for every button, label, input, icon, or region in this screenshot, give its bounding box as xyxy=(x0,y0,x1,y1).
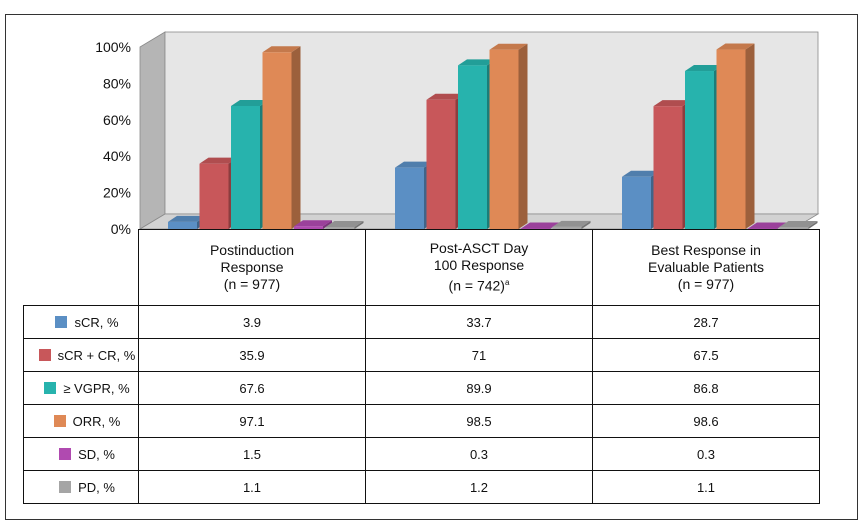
category-label-line: Best Response in xyxy=(651,242,761,258)
bar xyxy=(716,43,755,229)
category-label-line: Response xyxy=(220,259,284,275)
legend-swatch xyxy=(53,414,66,427)
data-label: 1.5 xyxy=(138,437,366,471)
data-label: 1.1 xyxy=(592,470,820,504)
legend-entry: sCR, % xyxy=(23,305,139,339)
y-tick-label: 40% xyxy=(103,148,131,164)
y-tick-label: 60% xyxy=(103,112,131,128)
footnote-marker: a xyxy=(504,278,510,288)
category-header: Best Response in Evaluable Patients (n = 9… xyxy=(592,229,820,306)
data-label: 71 xyxy=(365,338,593,372)
legend-entry: sCR + CR, % xyxy=(23,338,139,372)
data-label: 97.1 xyxy=(138,404,366,438)
table-row: SD, % 1.5 0.3 0.3 xyxy=(23,437,820,471)
legend-entry: ORR, % xyxy=(23,404,139,438)
data-label: 1.2 xyxy=(365,470,593,504)
bar xyxy=(552,220,591,229)
data-label: 67.5 xyxy=(592,338,820,372)
data-label: 0.3 xyxy=(365,437,593,471)
table-header-row: Postinduction Response (n = 977) Post-ASCT … xyxy=(23,229,820,306)
legend-swatch xyxy=(59,480,72,493)
side-wall xyxy=(139,31,166,230)
data-label: 86.8 xyxy=(592,371,820,405)
bar xyxy=(489,43,528,230)
bar xyxy=(294,220,332,229)
category-label-line: (n = 977) xyxy=(223,276,281,292)
legend-entry: ≥ VGPR, % xyxy=(23,371,139,405)
legend-entry: SD, % xyxy=(23,437,139,471)
legend-swatch xyxy=(38,348,51,361)
bar xyxy=(325,220,364,229)
data-label: 35.9 xyxy=(138,338,366,372)
category-label-line: Evaluable Patients xyxy=(648,259,764,275)
y-tick-label: 80% xyxy=(103,75,131,91)
series-name: ORR, % xyxy=(72,413,121,429)
category-label-line: (n = 977) xyxy=(677,276,735,292)
series-name: sCR, % xyxy=(74,314,119,330)
data-label: 28.7 xyxy=(592,305,820,339)
legend-swatch xyxy=(55,315,68,328)
bar xyxy=(779,220,818,229)
data-label: 0.3 xyxy=(592,437,820,471)
data-label: 3.9 xyxy=(138,305,366,339)
series-name: PD, % xyxy=(78,479,115,495)
y-tick-label: 100% xyxy=(95,39,131,55)
category-label-line: Postinduction xyxy=(209,242,295,258)
bar xyxy=(262,46,301,229)
table-corner xyxy=(23,229,139,306)
data-label: 98.6 xyxy=(592,404,820,438)
data-label: 89.9 xyxy=(365,371,593,405)
series-name: ≥ VGPR, % xyxy=(63,380,130,396)
table-row: ≥ VGPR, % 67.6 89.9 86.8 xyxy=(23,371,820,405)
category-label-line: 100 Response xyxy=(433,257,525,274)
y-tick-label: 20% xyxy=(103,185,131,201)
series-name: sCR + CR, % xyxy=(57,347,136,363)
table-row: ORR, % 97.1 98.5 98.6 xyxy=(23,404,820,438)
category-label-line: (n = 742)a xyxy=(448,277,510,294)
category-header: Post-ASCT Day 100 Response (n = 742)a xyxy=(365,229,593,306)
data-label: 1.1 xyxy=(138,470,366,504)
table-row: PD, % 1.1 1.2 1.1 xyxy=(23,470,820,504)
figure-frame xyxy=(5,14,858,520)
category-label-line: Post-ASCT Day xyxy=(429,240,529,257)
legend-entry: PD, % xyxy=(23,470,139,504)
category-header: Postinduction Response (n = 977) xyxy=(138,229,366,306)
table-row: sCR, % 3.9 33.7 28.7 xyxy=(23,305,820,339)
series-name: SD, % xyxy=(78,446,115,462)
data-label: 67.6 xyxy=(138,371,366,405)
data-table: Postinduction Response (n = 977) Post-ASCT … xyxy=(23,229,820,504)
legend-swatch xyxy=(59,447,72,460)
table-row: sCR + CR, % 35.9 71 67.5 xyxy=(23,338,820,372)
legend-swatch xyxy=(44,381,57,394)
data-label: 33.7 xyxy=(365,305,593,339)
data-label: 98.5 xyxy=(365,404,593,438)
